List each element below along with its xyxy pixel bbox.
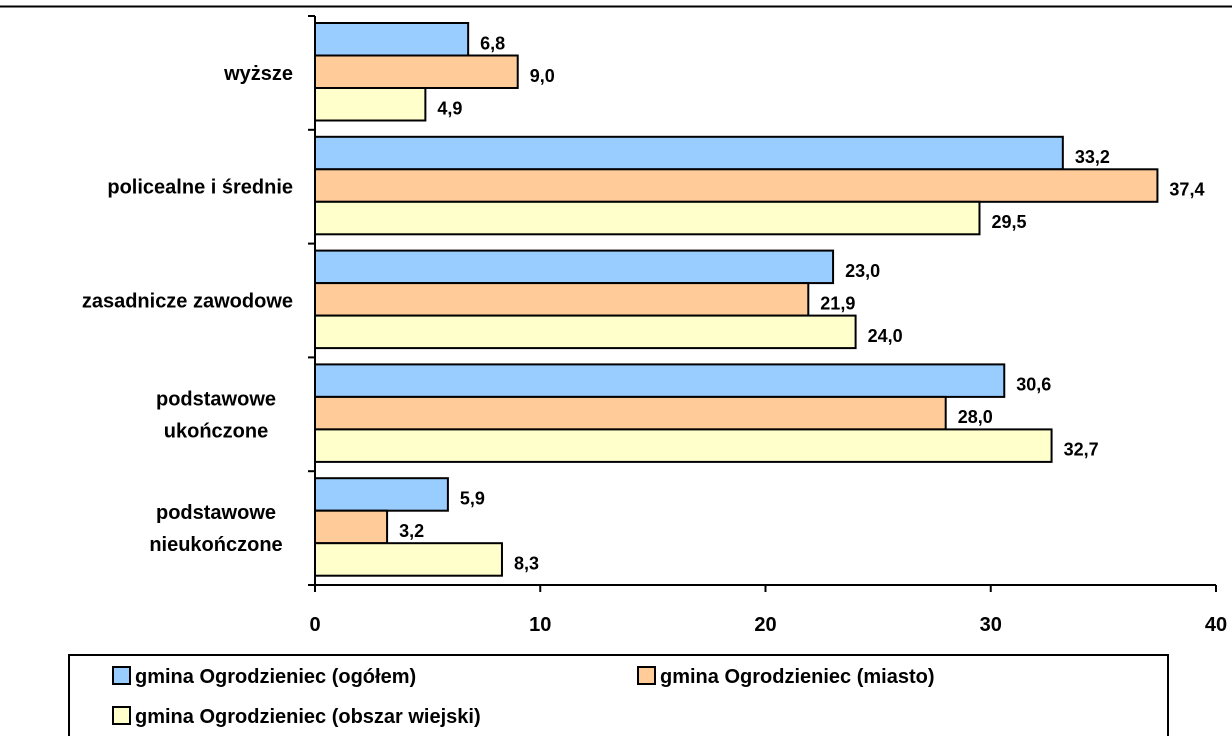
data-label-policealne-i-srednie-series-2: 37,4 [1169, 180, 1204, 200]
data-label-podstawowe-ukonczone-series-3: 32,7 [1064, 440, 1099, 460]
bar-podstawowe-nieukonczone-series-2 [314, 509, 389, 545]
bar-podstawowe-ukonczone-series-1 [314, 363, 1006, 398]
category-label-line: policealne i średnie [107, 177, 293, 199]
x-tick-label-30: 30 [980, 614, 1002, 636]
data-label-policealne-i-srednie-series-1: 33,2 [1075, 147, 1110, 167]
legend-label-series-1: gmina Ogrodzieniec (ogółem) [135, 666, 416, 688]
data-label-podstawowe-nieukonczone-series-3: 8,3 [514, 553, 539, 573]
bar-policealne-i-srednie-series-1 [314, 135, 1064, 171]
category-label-line: wyższe [223, 63, 293, 85]
data-label-zasadnicze-zawodowe-series-3: 24,0 [868, 326, 903, 346]
data-label-wyzsze-series-2: 9,0 [530, 66, 555, 86]
category-label-zasadnicze-zawodowe: zasadnicze zawodowe [82, 291, 293, 313]
x-tick-label-20: 20 [754, 614, 776, 636]
x-tick-label-40: 40 [1205, 614, 1227, 636]
bar-zasadnicze-zawodowe-series-3 [314, 314, 857, 350]
legend-swatch-series-2 [637, 666, 656, 685]
bar-wyzsze-series-2 [314, 54, 519, 89]
bar-podstawowe-ukonczone-series-3 [314, 428, 1053, 463]
data-label-podstawowe-ukonczone-series-2: 28,0 [958, 407, 993, 427]
x-tick-label-0: 0 [309, 614, 320, 636]
category-label-line: podstawowe [156, 388, 276, 410]
category-labels-group: wyższe policealne i średnie zasadnicze zaw… [82, 63, 293, 556]
bar-wyzsze-series-1 [314, 22, 470, 57]
x-tick-label-10: 10 [529, 614, 551, 636]
bar-podstawowe-nieukonczone-series-1 [314, 477, 449, 512]
legend-swatch-series-1 [112, 666, 131, 685]
category-label-wyzsze: wyższe [223, 63, 293, 85]
data-label-zasadnicze-zawodowe-series-1: 23,0 [845, 261, 880, 281]
legend-label-series-2: gmina Ogrodzieniec (miasto) [660, 666, 934, 688]
data-label-wyzsze-series-1: 6,8 [480, 33, 505, 53]
bar-podstawowe-ukonczone-series-2 [314, 395, 947, 431]
category-label-line: nieukończone [149, 534, 282, 556]
data-labels-group: 6,8 9,0 4,9 33,2 37,4 29,5 23,0 21,9 24,0 30,6 28,… [399, 33, 1204, 573]
data-label-podstawowe-nieukonczone-series-2: 3,2 [399, 521, 424, 541]
category-label-line: ukończone [164, 420, 268, 442]
category-label-line: podstawowe [156, 502, 276, 524]
category-label-policealne-i-srednie: policealne i średnie [107, 177, 293, 199]
category-label-podstawowe-ukonczone: podstawowe ukończone [156, 388, 276, 442]
bar-policealne-i-srednie-series-2 [314, 168, 1159, 203]
bar-podstawowe-nieukonczone-series-3 [314, 542, 503, 577]
axes-group: 0 10 20 30 40 [308, 15, 1227, 636]
category-label-podstawowe-nieukonczone: podstawowe nieukończone [149, 502, 282, 556]
data-label-zasadnicze-zawodowe-series-2: 21,9 [820, 293, 855, 313]
bar-zasadnicze-zawodowe-series-2 [314, 282, 810, 317]
data-label-wyzsze-series-3: 4,9 [437, 98, 462, 118]
legend: gmina Ogrodzieniec (ogółem) gmina Ogrodzi… [68, 654, 1169, 736]
bar-zasadnicze-zawodowe-series-1 [314, 249, 835, 285]
bar-wyzsze-series-3 [314, 87, 427, 122]
data-label-policealne-i-srednie-series-3: 29,5 [991, 212, 1026, 232]
legend-swatch-series-3 [112, 706, 131, 725]
category-label-line: zasadnicze zawodowe [82, 291, 293, 313]
legend-label-series-3: gmina Ogrodzieniec (obszar wiejski) [135, 706, 481, 728]
data-label-podstawowe-nieukonczone-series-1: 5,9 [460, 488, 485, 508]
data-label-podstawowe-ukonczone-series-1: 30,6 [1016, 375, 1051, 395]
bar-policealne-i-srednie-series-3 [314, 200, 981, 236]
bars-group [314, 22, 1159, 577]
legend-box [68, 654, 1169, 736]
